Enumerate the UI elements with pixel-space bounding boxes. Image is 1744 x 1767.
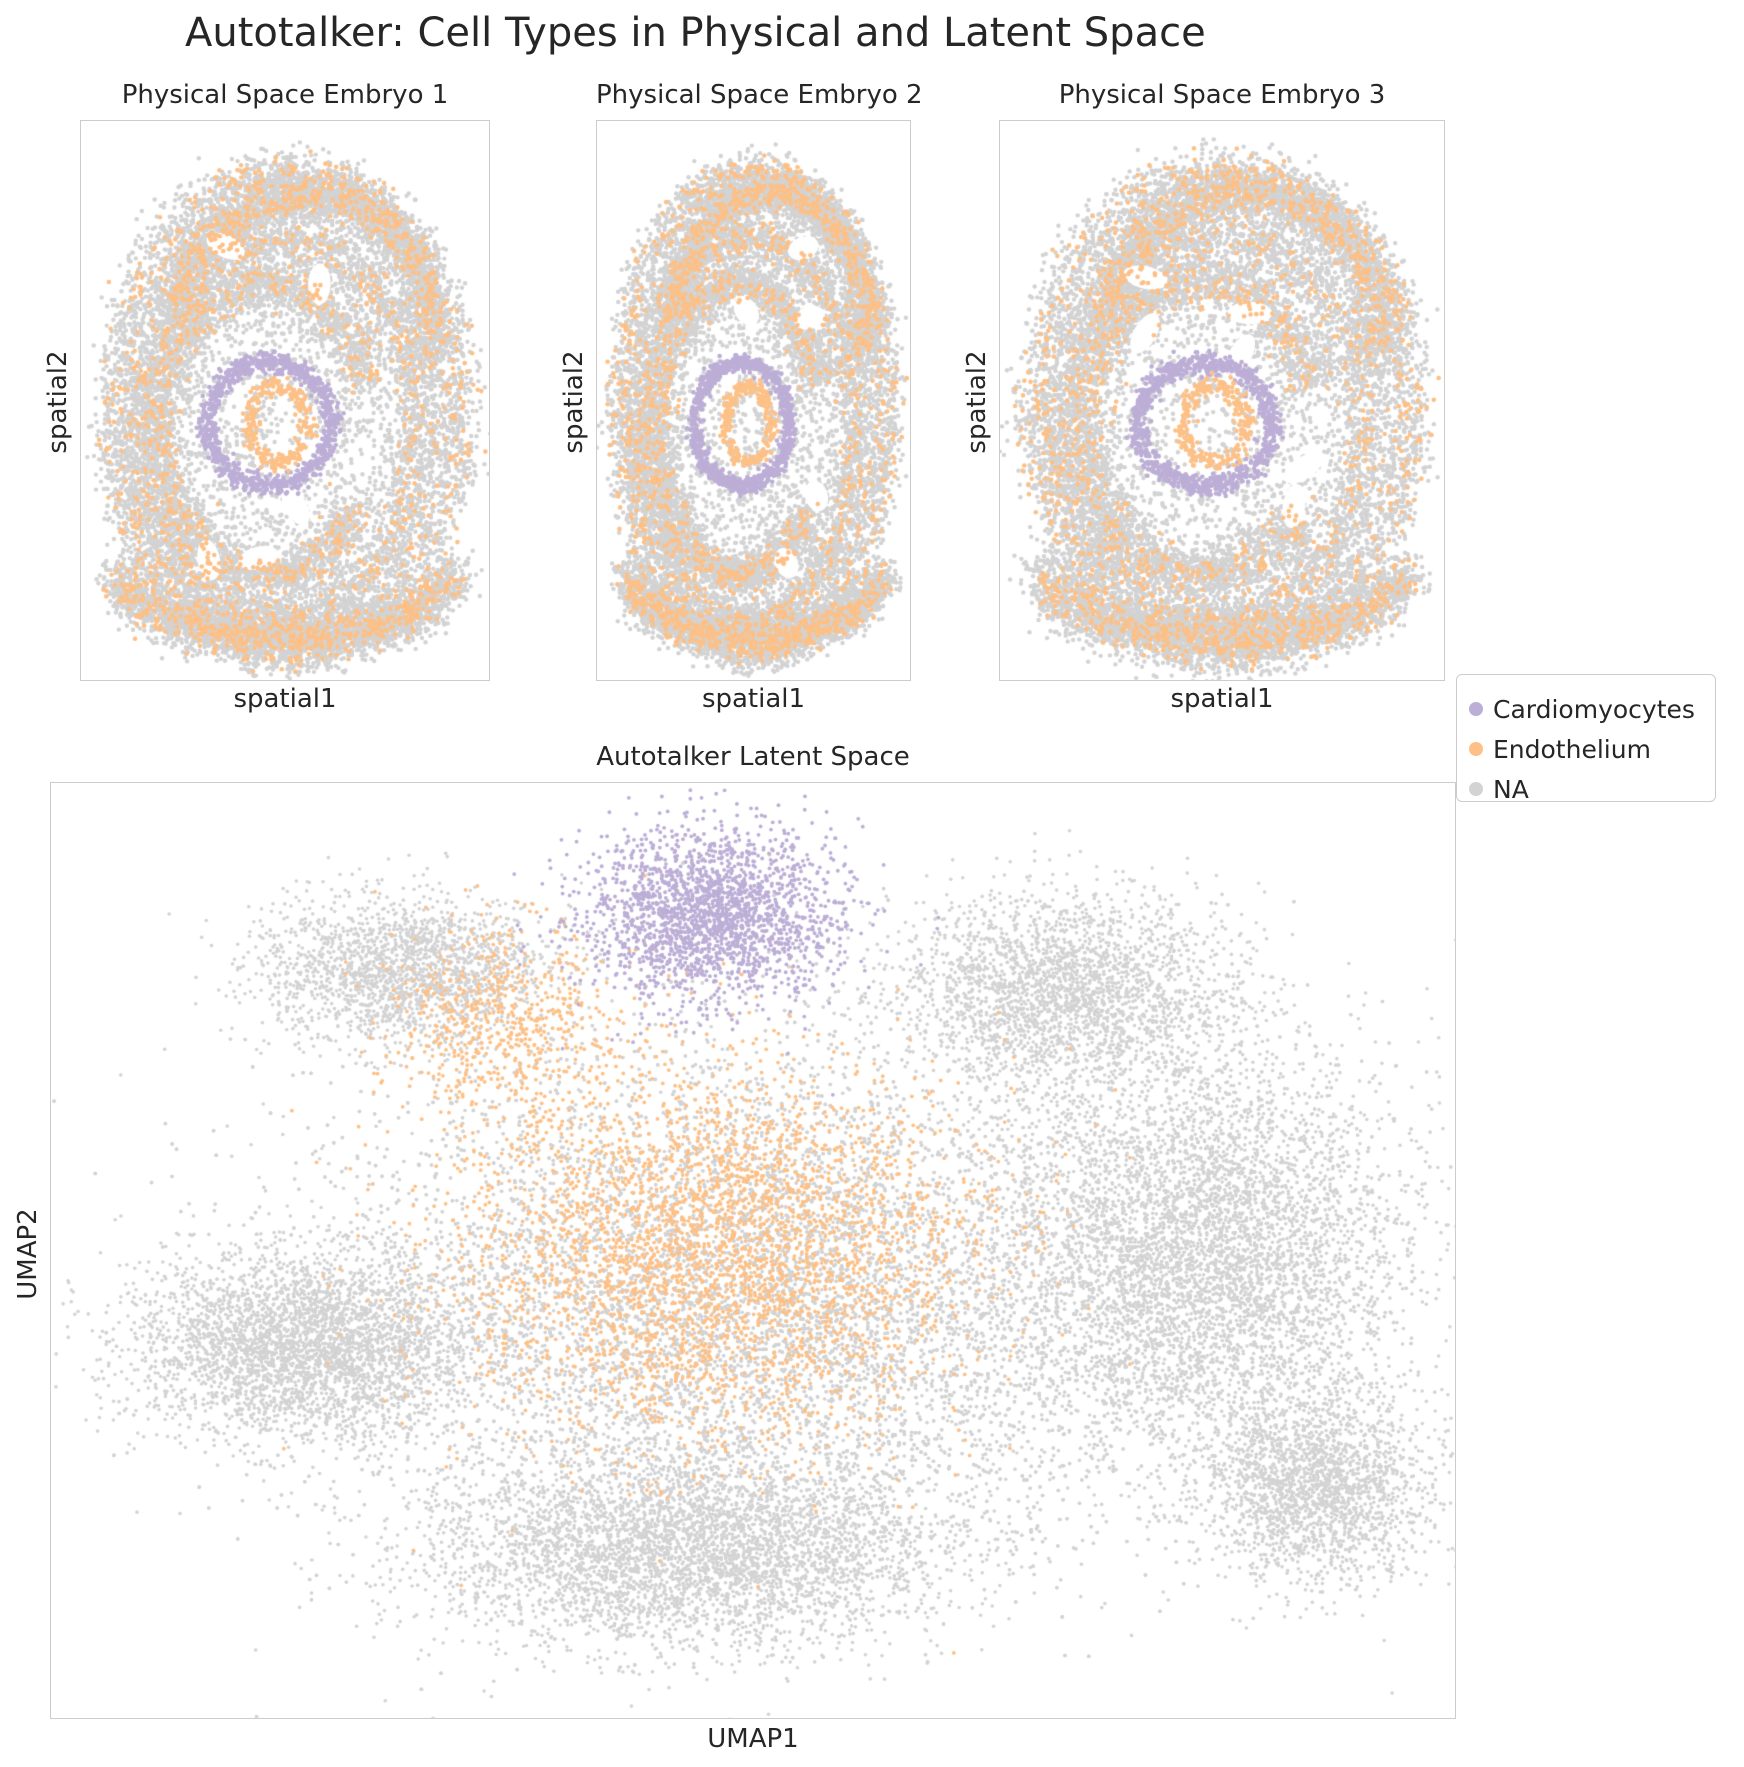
figure-title: Autotalker: Cell Types in Physical and L…	[185, 10, 1206, 56]
legend-label-cardiomyocytes: Cardiomyocytes	[1493, 694, 1695, 724]
scatter-panel-embryo-3	[999, 120, 1445, 681]
legend-item-na: NA	[1469, 769, 1529, 809]
legend-label-endothelium: Endothelium	[1493, 734, 1651, 764]
legend-marker-endothelium	[1469, 742, 1483, 756]
legend-item-endothelium: Endothelium	[1469, 729, 1651, 769]
scatter-panel-embryo-2	[596, 120, 911, 681]
panel-title-embryo-1: Physical Space Embryo 1	[121, 80, 449, 110]
x-axis-label-embryo-1: spatial1	[233, 684, 337, 714]
legend-item-cardiomyocytes: Cardiomyocytes	[1469, 689, 1695, 729]
legend: Cardiomyocytes Endothelium NA	[1456, 674, 1716, 804]
legend-label-na: NA	[1493, 774, 1529, 804]
scatter-points-embryo-1	[81, 121, 489, 680]
scatter-points-latent	[51, 783, 1455, 1718]
scatter-panel-latent	[50, 782, 1456, 1719]
x-axis-label-latent: UMAP1	[707, 1724, 799, 1754]
panel-title-latent: Autotalker Latent Space	[596, 742, 910, 772]
y-axis-label-embryo-2: spatial2	[559, 350, 589, 454]
y-axis-label-latent: UMAP2	[13, 1208, 43, 1300]
y-axis-label-embryo-3: spatial2	[962, 350, 992, 454]
y-axis-label-embryo-1: spatial2	[43, 350, 73, 454]
legend-marker-cardiomyocytes	[1469, 702, 1483, 716]
x-axis-label-embryo-2: spatial1	[701, 684, 806, 714]
scatter-points-embryo-3	[1000, 121, 1444, 680]
x-axis-label-embryo-3: spatial1	[1170, 684, 1274, 714]
scatter-panel-embryo-1	[80, 120, 490, 681]
panel-title-embryo-2: Physical Space Embryo 2	[596, 80, 923, 110]
panel-title-embryo-3: Physical Space Embryo 3	[1058, 80, 1386, 110]
scatter-points-embryo-2	[597, 121, 910, 680]
legend-marker-na	[1469, 782, 1483, 796]
